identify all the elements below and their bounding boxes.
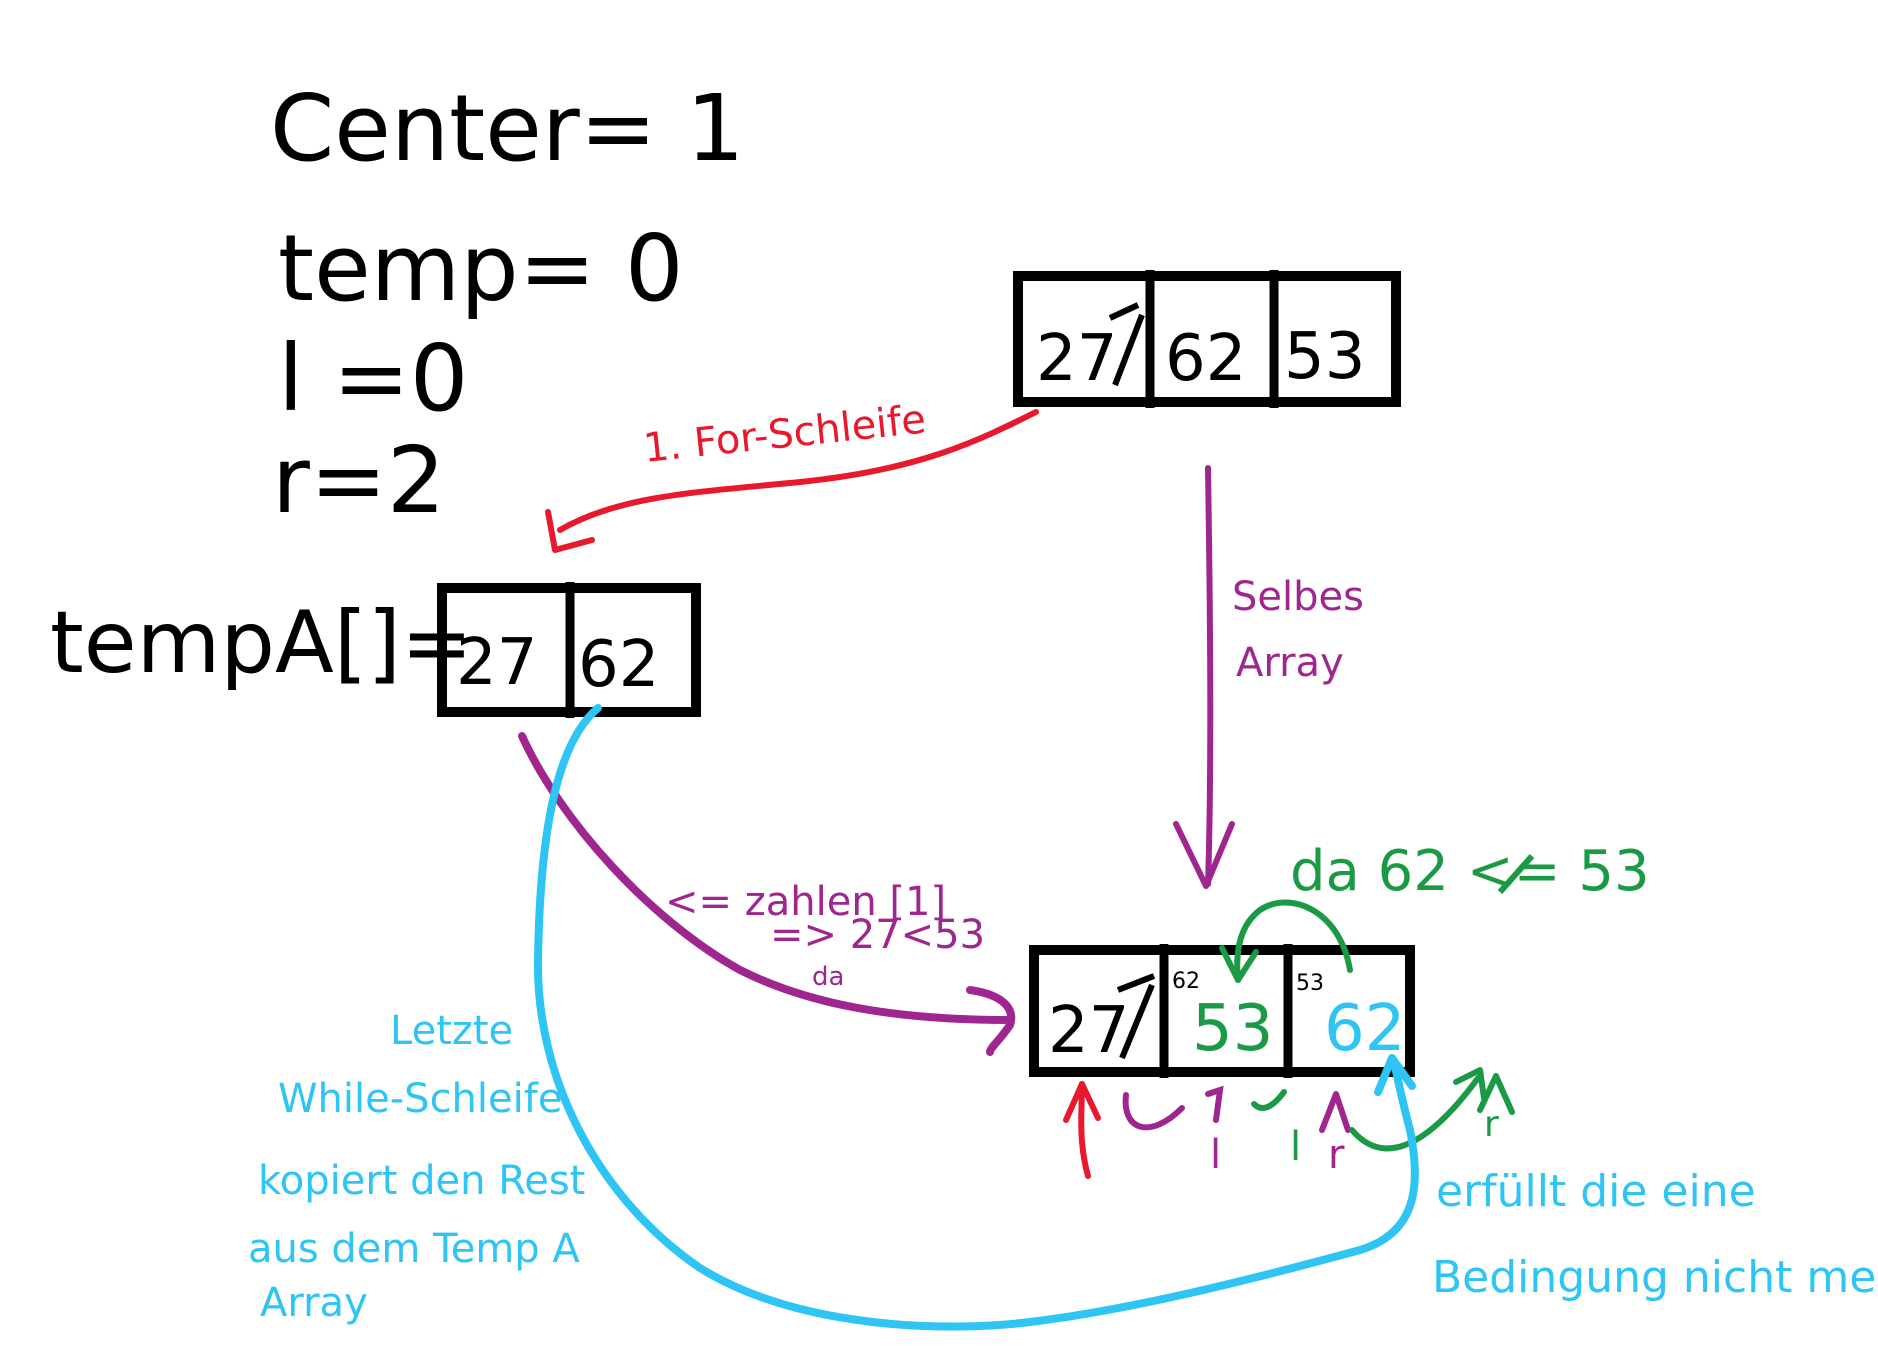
last-while-annotation: Letzte While-Schleife kopiert den Rest a… [248, 704, 1419, 1331]
last-while-line-4: aus dem Temp A [248, 1226, 580, 1272]
swap-arrowhead [1219, 945, 1259, 983]
compare-arrow [518, 732, 1014, 1024]
last-while-line-1: Letzte [390, 1008, 513, 1054]
red-pointer-arrowhead [1063, 1081, 1101, 1123]
purple-l-arrowhead [1205, 1085, 1224, 1123]
compare-label-3: da [812, 962, 844, 992]
same-array-annotation: Selbes Array [1173, 465, 1364, 889]
same-array-arrow [1205, 465, 1214, 887]
original-crossed-mark [1112, 313, 1145, 387]
green-r-arrowhead [1477, 1073, 1515, 1115]
green-condition-label: da 62 <= 53 [1290, 839, 1650, 904]
same-array-label-2: Array [1236, 640, 1344, 686]
green-l-move-arrow [1251, 1089, 1287, 1111]
green-r-label: r [1484, 1104, 1499, 1145]
green-l-label: l [1290, 1124, 1301, 1170]
green-condition-strike [1497, 854, 1535, 894]
temp-cell-0: 27 [456, 626, 537, 700]
for-loop-label: 1. For-Schleife [641, 397, 928, 472]
original-crossed-mark [1108, 302, 1140, 321]
last-while-arrow [533, 704, 1419, 1331]
for-loop-arrowhead [545, 509, 595, 553]
center-variable: Center= 1 [270, 75, 745, 182]
compare-annotation: <= zahlen [1] => 27<53 da [518, 732, 1016, 1056]
variables-block: Center= 1 temp= 0 l =0 r=2 [270, 75, 745, 534]
result-array: 27 53 62 62 53 [1029, 944, 1415, 1078]
original-array: 27 62 53 [1013, 270, 1401, 408]
condition-fail-annotation: erfüllt die eine Bedingung nicht mehr [1432, 1166, 1878, 1303]
result-cell-2: 62 [1324, 992, 1405, 1066]
for-loop-arrow [557, 409, 1039, 533]
temp-cell-1: 62 [578, 628, 659, 702]
purple-l-move-arrow [1122, 1092, 1185, 1131]
result-crossed-mark [1116, 973, 1156, 993]
original-cell-2: 53 [1284, 320, 1365, 394]
for-loop-annotation: 1. For-Schleife [545, 397, 1039, 553]
last-while-line-2: While-Schleife [278, 1076, 562, 1122]
same-array-label-1: Selbes [1232, 574, 1364, 620]
temp-variable: temp= 0 [278, 215, 684, 322]
green-r-move-arrowhead [1453, 1067, 1487, 1101]
original-cell-1: 62 [1165, 322, 1246, 396]
condition-fail-line-1: erfüllt die eine [1436, 1166, 1756, 1217]
purple-r-arrowhead [1319, 1091, 1351, 1133]
purple-l-label: l [1210, 1132, 1221, 1178]
condition-fail-line-2: Bedingung nicht mehr [1432, 1252, 1878, 1303]
swap-arrow [1234, 899, 1353, 983]
temp-array: tempA[]= 27 62 [50, 582, 701, 718]
r-variable: r=2 [272, 427, 445, 534]
same-array-arrowhead [1173, 821, 1235, 889]
compare-arrowhead [966, 986, 1016, 1056]
result-old-value-1: 62 [1172, 969, 1200, 994]
last-while-arrowhead [1374, 1054, 1416, 1096]
red-pointer-arrow [1078, 1081, 1091, 1179]
result-cell-1: 53 [1192, 992, 1273, 1066]
l-variable: l =0 [278, 325, 468, 432]
original-array-frame [1013, 271, 1401, 407]
last-while-line-5: Array [260, 1280, 368, 1326]
pointers: l l r r [1063, 1067, 1515, 1179]
original-cell-0: 27 [1036, 322, 1117, 396]
result-cell-0: 27 [1048, 994, 1129, 1068]
compare-label-1: <= zahlen [1] [665, 879, 946, 925]
last-while-line-3: kopiert den Rest [258, 1158, 585, 1204]
green-condition-annotation: da 62 <= 53 [1219, 839, 1650, 983]
purple-r-label: r [1328, 1132, 1345, 1178]
result-crossed-mark [1119, 983, 1155, 1060]
compare-label-2: => 27<53 [770, 912, 985, 958]
result-old-value-2: 53 [1296, 971, 1324, 996]
temp-array-label: tempA[]= [50, 593, 473, 693]
